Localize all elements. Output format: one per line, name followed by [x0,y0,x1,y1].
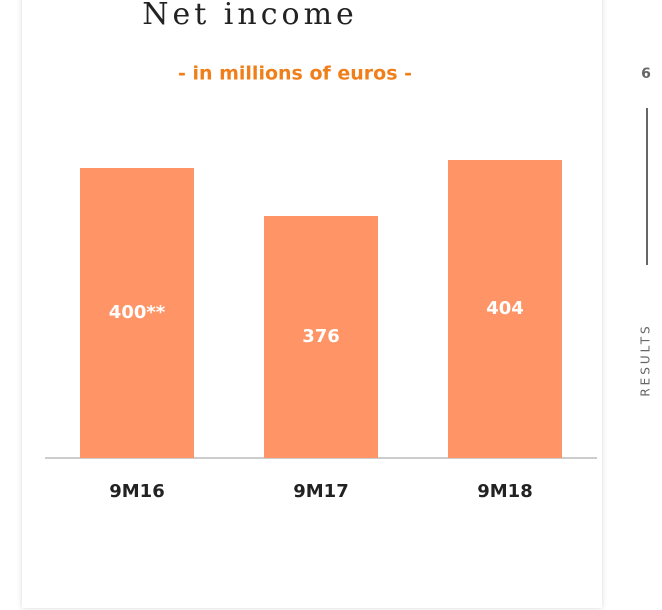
x-tick-label: 9M18 [477,481,533,502]
bar [80,168,194,458]
page-number: 6 [641,66,651,82]
bar [264,216,378,458]
chart-subtitle: - in millions of euros - [178,63,412,85]
x-tick-label: 9M17 [293,481,349,502]
data-label: 404 [486,298,524,319]
data-label: 376 [302,326,340,347]
data-label: 400** [109,302,166,323]
bar [448,160,562,458]
section-label: RESULTS [639,323,653,396]
chart-title: Net income [142,0,358,32]
x-tick-label: 9M16 [109,481,165,502]
